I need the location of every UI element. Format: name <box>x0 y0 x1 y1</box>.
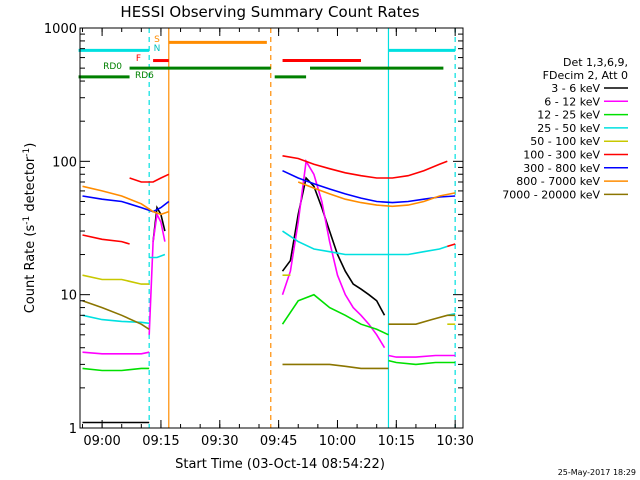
series-5-segment-2 <box>282 155 448 179</box>
timestamp: 25-May-2017 18:29 <box>558 468 636 477</box>
series-2-segment-1 <box>281 293 389 336</box>
legend-label-3: 25 - 50 keV <box>537 122 600 135</box>
legend-label-4: 50 - 100 keV <box>530 135 600 148</box>
flag-label-night: N <box>154 44 161 54</box>
series-7-segment-1 <box>297 181 456 208</box>
y-axis-label: Count Rate (s-1 detector-1) <box>22 143 38 314</box>
y-axis-label-sup-1: -1 <box>22 216 32 225</box>
x-tick-label-2: 09:30 <box>201 434 238 449</box>
series-6-segment-1 <box>282 169 456 204</box>
legend-title-1: FDecim 2, Att 0 <box>543 69 628 82</box>
series-6-segment-0 <box>82 195 170 213</box>
y-axis-label-mid: detector <box>23 156 38 216</box>
flag-label-rd0: RD0 <box>103 62 122 72</box>
y-tick-label-1: 10 <box>60 289 77 304</box>
series-5-segment-0 <box>82 234 130 245</box>
series-1-segment-1 <box>148 211 166 335</box>
x-tick-label-5: 10:15 <box>378 434 415 449</box>
series-2-segment-0 <box>82 367 150 372</box>
legend-label-2: 12 - 25 keV <box>537 109 600 122</box>
flag-bars: SN F RD0 RD6 <box>78 35 456 81</box>
y-axis-label-sup-2: -1 <box>22 148 32 157</box>
legend-label-1: 6 - 12 keV <box>544 95 600 108</box>
x-axis-label: Start Time (03-Oct-14 08:54:22) <box>175 457 385 472</box>
x-tick-label-3: 09:45 <box>260 434 297 449</box>
plot-area <box>82 28 456 428</box>
y-tick-label-2: 100 <box>52 155 77 170</box>
series-8-segment-1 <box>282 363 389 370</box>
series-1-segment-3 <box>388 354 456 358</box>
series-3-segment-1 <box>149 253 166 259</box>
legend-label-6: 300 - 800 keV <box>523 162 600 175</box>
legend-label-5: 100 - 300 keV <box>523 149 600 162</box>
y-axis-label-suffix: ) <box>23 143 38 148</box>
series-5-segment-1 <box>129 173 170 183</box>
flag-label-rd6: RD6 <box>135 71 154 81</box>
x-tick-label-4: 10:00 <box>319 434 356 449</box>
series-8-segment-2 <box>388 314 456 326</box>
series-8-segment-0 <box>82 300 150 330</box>
y-axis-label-prefix: Count Rate (s <box>23 225 38 314</box>
series-4-segment-0 <box>82 274 150 285</box>
x-tick-label-0: 09:00 <box>83 434 120 449</box>
chart-title: HESSI Observing Summary Count Rates <box>120 3 419 21</box>
y-tick-label-3: 1000 <box>44 22 77 37</box>
series-3-segment-2 <box>282 230 448 256</box>
axes: 09:00 09:15 09:30 09:45 10:00 10:15 10:30 1 10 10… <box>44 22 474 449</box>
series-5-segment-3 <box>447 243 456 248</box>
y-tick-label-0: 1 <box>69 422 77 437</box>
plot-frame <box>79 27 464 429</box>
series-2-segment-2 <box>388 359 456 366</box>
series-1-segment-2 <box>281 158 386 349</box>
legend-label-0: 3 - 6 keV <box>551 82 600 95</box>
legend-label-8: 7000 - 20000 keV <box>502 188 600 201</box>
series-7-segment-0 <box>82 185 170 216</box>
series-1-segment-0 <box>82 351 150 355</box>
series-3-segment-0 <box>82 314 150 325</box>
legend-title-0: Det 1,3,6,9, <box>563 56 628 69</box>
flag-label-saa: S <box>154 35 160 45</box>
flag-label-flare: F <box>136 54 141 64</box>
legend-label-7: 800 - 7000 keV <box>516 175 600 188</box>
x-tick-label-6: 10:30 <box>436 434 473 449</box>
series-0-segment-2 <box>281 176 386 316</box>
x-tick-label-1: 09:15 <box>142 434 179 449</box>
